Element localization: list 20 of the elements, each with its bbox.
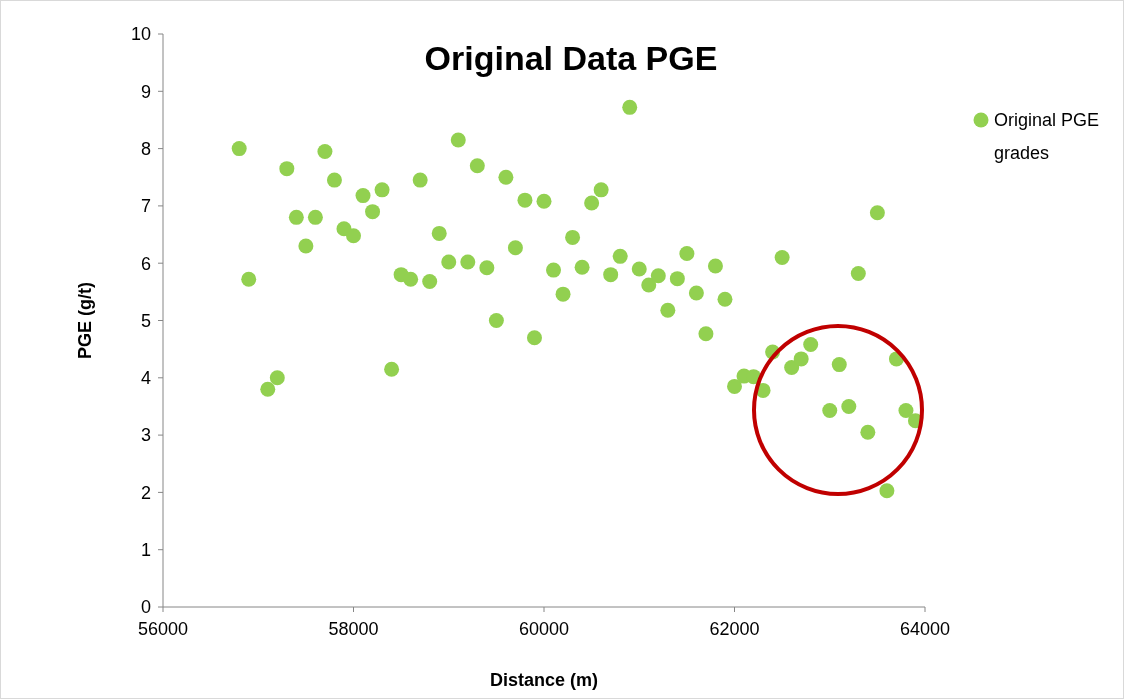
chart-title: Original Data PGE — [424, 39, 718, 77]
y-tick-label: 8 — [140, 138, 151, 159]
y-tick-label: 4 — [140, 368, 151, 389]
y-tick-label: 9 — [140, 81, 151, 102]
x-tick-label: 60000 — [518, 619, 570, 639]
legend-label: Original PGE grades — [994, 110, 1100, 164]
x-tick-label: 56000 — [137, 619, 189, 639]
y-tick-label: 3 — [140, 425, 151, 446]
y-tick-label: 6 — [140, 253, 151, 274]
x-axis-title: Distance (m) — [489, 670, 599, 690]
y-tick-label: 10 — [130, 24, 151, 45]
y-axis-title: PGE (g/t) — [75, 282, 95, 359]
y-tick-label: 0 — [140, 597, 151, 618]
x-tick-label: 62000 — [709, 619, 760, 639]
x-tick-label: 64000 — [899, 619, 951, 639]
y-tick-label: 5 — [140, 310, 151, 331]
y-tick-label: 2 — [140, 482, 151, 503]
x-tick-label: 58000 — [328, 619, 379, 639]
y-tick-label: 1 — [140, 540, 151, 560]
y-tick-label: 7 — [140, 196, 151, 217]
